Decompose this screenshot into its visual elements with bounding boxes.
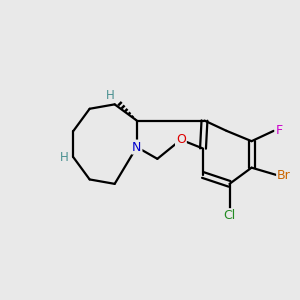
- Text: N: N: [132, 141, 141, 154]
- Text: H: H: [106, 89, 115, 102]
- Text: H: H: [60, 151, 69, 164]
- Text: Cl: Cl: [224, 209, 236, 222]
- Text: F: F: [275, 124, 283, 137]
- Text: Br: Br: [277, 169, 291, 182]
- Text: O: O: [176, 133, 186, 146]
